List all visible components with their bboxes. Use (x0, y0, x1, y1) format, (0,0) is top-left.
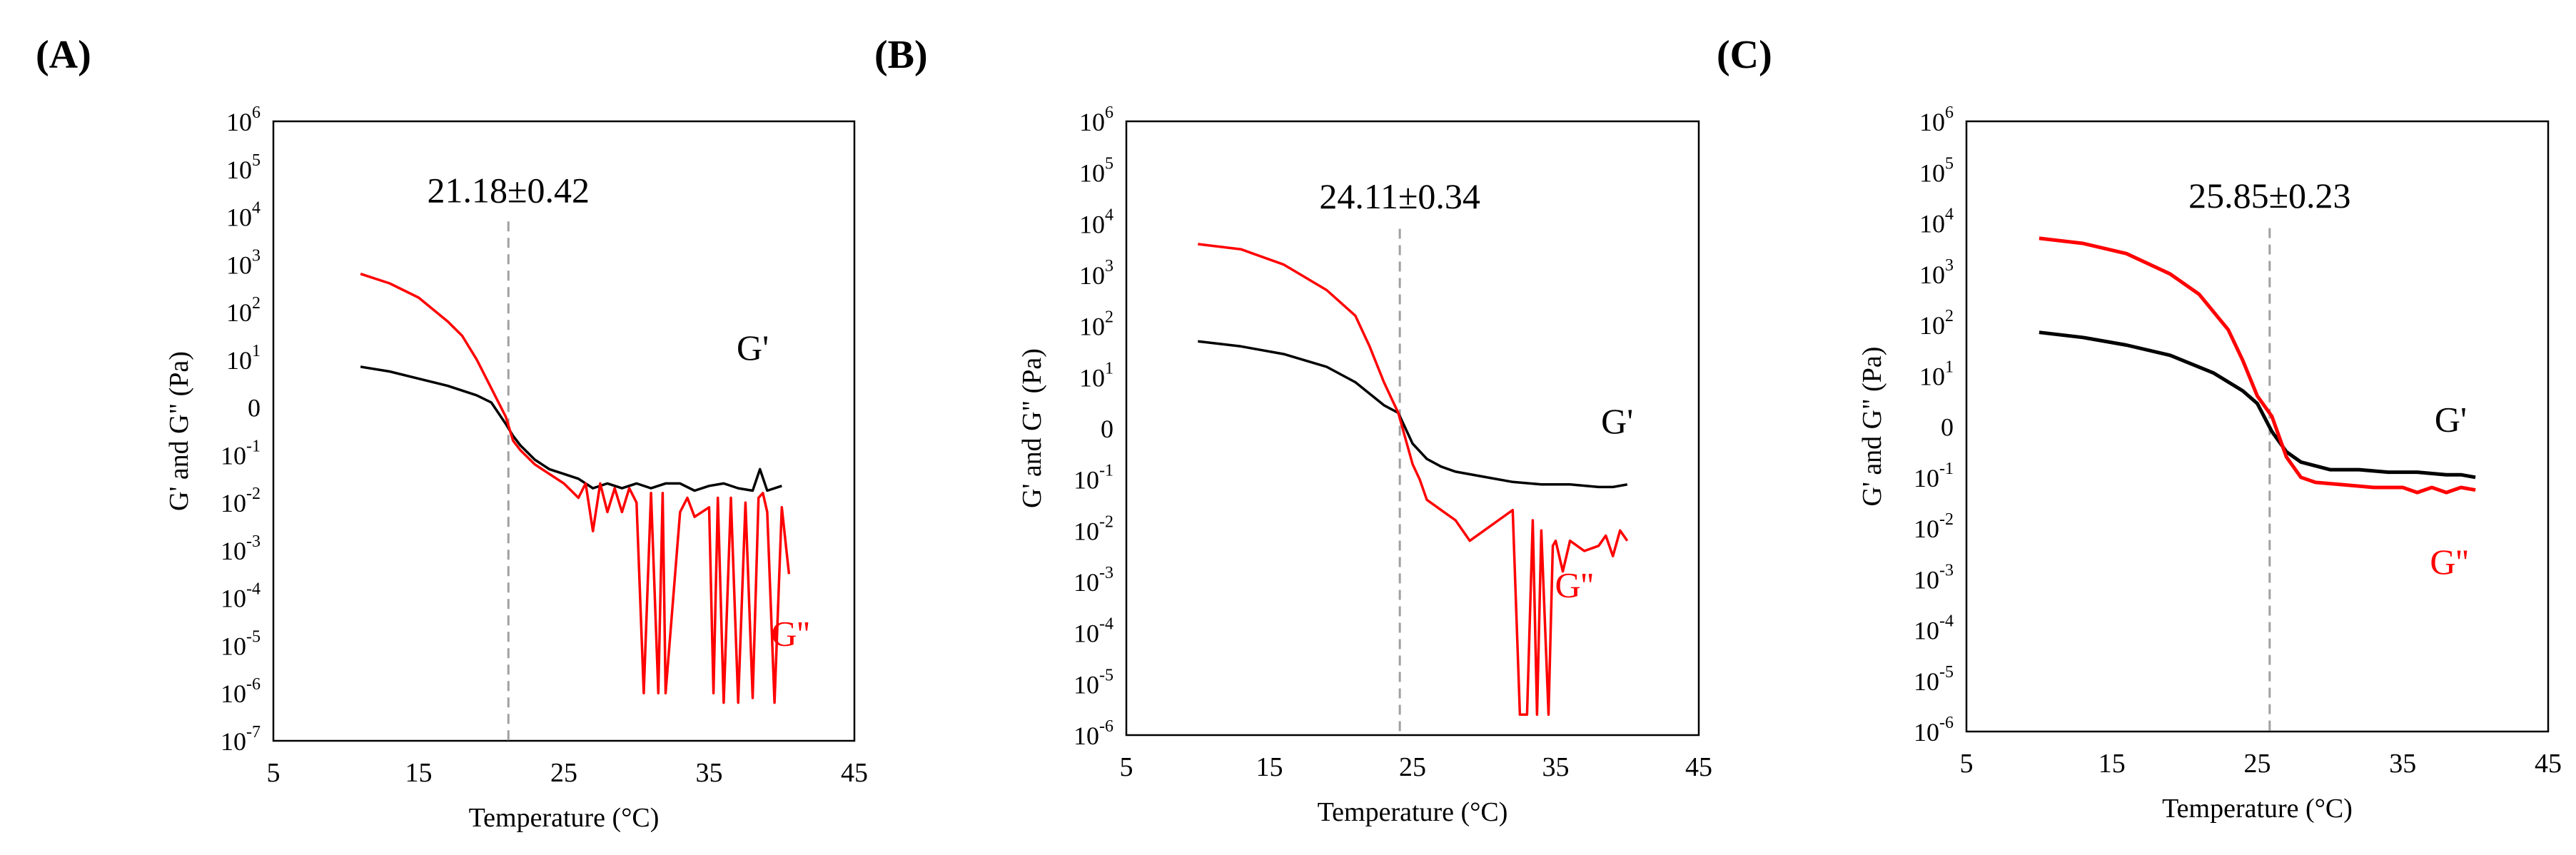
y-tick-label: 10-4 (1074, 615, 1113, 648)
x-tick-label: 15 (1256, 752, 1283, 782)
y-tick-label: 103 (226, 246, 261, 279)
y-tick-label: 10-3 (221, 532, 261, 565)
y-tick-label: 105 (1079, 155, 1113, 188)
x-tick-label: 5 (1960, 749, 1974, 779)
y-tick-label: 10-4 (221, 580, 261, 613)
chart-panel-c: (C) 106 105 104 103 102 101 0 10-1 10-2 10-3 10-4 10… (1717, 33, 2562, 824)
y-tick-label: 10-2 (221, 485, 261, 517)
x-tick-label: 35 (1542, 752, 1570, 782)
y-tick-label: 103 (1919, 256, 1954, 289)
y-tick-label: 10-5 (1074, 666, 1113, 699)
y-tick-label: 104 (1919, 206, 1954, 238)
series-label-gdouble: G'' (1555, 565, 1593, 605)
x-axis-label: Temperature (°C) (2162, 794, 2353, 824)
y-tick-label: 105 (1919, 154, 1954, 187)
series-line-gprime (360, 365, 782, 492)
x-tick-label: 25 (550, 758, 577, 788)
panel-label: (B) (874, 33, 928, 77)
chart-panel-b: (B) 106 105 104 103 102 101 0 10-1 10-2 10-3 10-4 10… (874, 33, 1712, 827)
x-tick-label: 25 (2244, 749, 2271, 779)
series-line-gdouble (2039, 236, 2476, 495)
y-tick-label: 10-6 (1074, 717, 1113, 750)
y-tick-label: 10-4 (1914, 612, 1954, 645)
crossover-annotation: 21.18±0.42 (428, 171, 590, 211)
x-axis-label: Temperature (°C) (1318, 797, 1508, 827)
y-tick-label: 106 (1919, 103, 1954, 136)
chart-panel-a: (A) 106 105 104 103 102 101 0 10-1 10-2 10-3 10-4 10… (36, 33, 868, 833)
y-tick-label: 102 (226, 294, 261, 327)
y-tick-label: 10-7 (221, 723, 261, 756)
series-line-gdouble (360, 273, 791, 704)
x-tick-label: 5 (267, 758, 281, 788)
y-tick-label: 102 (1079, 308, 1113, 341)
y-tick-label: 10-1 (1074, 462, 1113, 495)
x-tick-label: 45 (1685, 752, 1712, 782)
series-label-gdouble: G'' (2430, 542, 2468, 582)
y-tick-label: 101 (1919, 358, 1954, 390)
y-tick-label: 10-2 (1914, 510, 1954, 543)
x-tick-label: 15 (405, 758, 433, 788)
panel-label: (A) (36, 33, 91, 77)
y-tick-label: 0 (1101, 415, 1113, 443)
series-label-gprime: G' (1601, 401, 1633, 441)
y-tick-label: 106 (1079, 103, 1113, 136)
y-tick-label: 0 (1941, 413, 1954, 442)
y-tick-label: 10-3 (1914, 561, 1954, 594)
y-tick-label: 102 (1919, 307, 1954, 340)
x-tick-label: 15 (2098, 749, 2126, 779)
crossover-annotation: 25.85±0.23 (2188, 176, 2350, 216)
crossover-annotation: 24.11±0.34 (1319, 176, 1480, 216)
y-axis-label: G' and G" (Pa) (1857, 347, 1887, 507)
y-tick-label: 106 (226, 103, 261, 136)
y-tick-label: 10-5 (1914, 663, 1954, 696)
x-tick-label: 45 (2535, 749, 2562, 779)
x-tick-label: 25 (1399, 752, 1426, 782)
series-label-gdouble: G'' (771, 613, 809, 653)
y-axis-label: G' and G" (Pa) (164, 351, 194, 511)
y-tick-label: 105 (226, 151, 261, 184)
y-tick-label: 10-3 (1074, 564, 1113, 597)
x-tick-label: 5 (1120, 752, 1133, 782)
series-label-gprime: G' (2435, 400, 2467, 440)
x-tick-label: 35 (2389, 749, 2416, 779)
y-axis-label: G' and G" (Pa) (1017, 348, 1047, 508)
plot-frame (1965, 120, 2550, 733)
y-tick-label: 104 (226, 199, 261, 232)
plot-frame (1125, 120, 1700, 737)
y-tick-label: 101 (226, 342, 261, 375)
y-tick-label: 10-5 (221, 627, 261, 660)
y-tick-label: 103 (1079, 257, 1113, 290)
series-line-gprime (1198, 340, 1628, 489)
x-tick-label: 45 (841, 758, 868, 788)
panel-label: (C) (1717, 33, 1772, 77)
x-tick-label: 35 (696, 758, 723, 788)
y-tick-label: 0 (248, 394, 261, 423)
y-tick-label: 10-6 (1914, 714, 1954, 747)
x-axis-label: Temperature (°C) (469, 803, 660, 833)
plot-frame (272, 120, 856, 742)
y-tick-label: 104 (1079, 206, 1113, 238)
series-line-gprime (2039, 330, 2476, 480)
y-tick-label: 10-2 (1074, 512, 1113, 545)
series-line-gdouble (1198, 243, 1629, 717)
series-label-gprime: G' (737, 328, 769, 368)
y-tick-label: 10-1 (221, 437, 261, 470)
y-tick-label: 10-6 (221, 675, 261, 708)
y-tick-label: 10-1 (1914, 460, 1954, 492)
y-tick-label: 101 (1079, 359, 1113, 392)
